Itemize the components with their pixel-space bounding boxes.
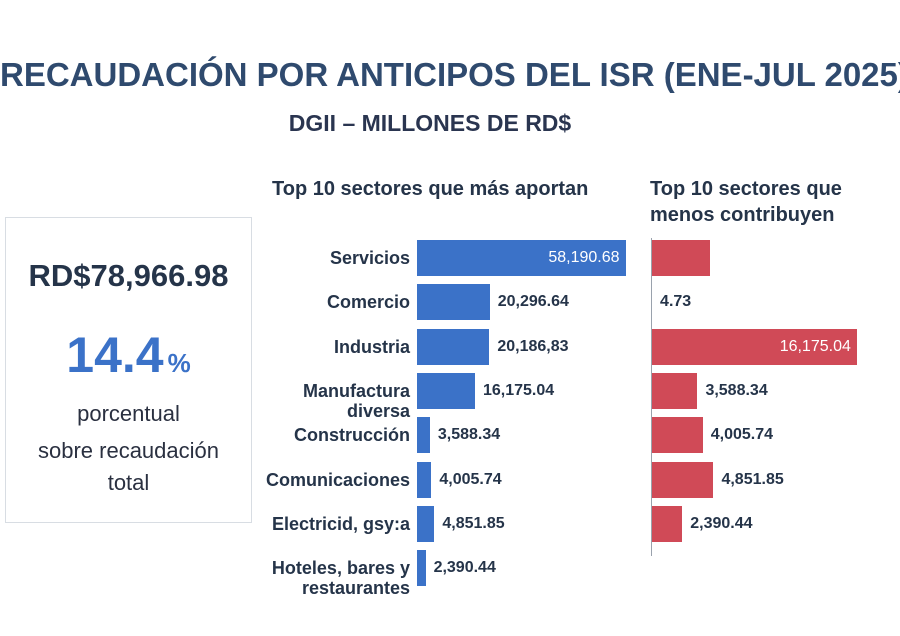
category-label: Hoteles, bares y restaurantes <box>271 558 410 599</box>
caption: sobre recaudación <box>37 438 219 463</box>
bar <box>652 372 698 409</box>
bar <box>652 417 703 454</box>
bar <box>417 417 430 454</box>
value-label: 4,851.85 <box>721 470 784 488</box>
bar <box>652 328 857 365</box>
chart-title: Top 10 sectores que menos contribuyen <box>650 178 842 226</box>
bar <box>417 372 475 409</box>
value-label: 4,005.74 <box>439 470 502 488</box>
kpi-percent: 14.4% <box>6 326 251 384</box>
bar <box>417 505 435 542</box>
caption: total <box>107 470 150 495</box>
kpi-total: RD$78,966.98 <box>28 258 229 293</box>
value-label: 3,588.34 <box>437 426 501 444</box>
value-label: 2,390.44 <box>433 559 496 577</box>
value-label: 3,588.34 <box>705 381 768 399</box>
bar <box>652 505 683 542</box>
category-label: Servicios <box>329 248 410 268</box>
category-label: Comercio <box>326 292 410 313</box>
caption: porcentual <box>77 401 180 426</box>
kpi-panel: RD$78,966.98 14.4% porcentual sobre reca… <box>5 217 252 523</box>
value-label: 20,186,83 <box>497 337 569 355</box>
bar <box>417 240 626 276</box>
title: RECAUDACIÓN POR ANTICIPOS DEL ISR (ENE-J… <box>0 56 900 93</box>
bar <box>652 240 711 276</box>
subtitle: DGII – MILLONES DE RD$ <box>288 110 572 136</box>
value-label: 16,175.04 <box>779 337 851 355</box>
axis-line <box>651 238 652 556</box>
category-label: Electricid, gsy:a <box>271 513 410 534</box>
bar <box>652 461 714 498</box>
bar <box>417 550 426 587</box>
chart-title: Top 10 sectores que más aportan <box>272 178 589 200</box>
percent-value: 14.4 <box>66 327 164 383</box>
value-label: 4,851.85 <box>442 514 505 532</box>
value-label: 4,005.74 <box>710 426 774 444</box>
bar <box>417 328 490 365</box>
bar <box>417 284 490 321</box>
value-label: 4.73 <box>660 293 692 311</box>
value-label: 16,175.04 <box>482 381 555 399</box>
bar <box>417 461 432 498</box>
percent-unit: % <box>167 348 191 378</box>
value-label: 20,296.64 <box>497 293 569 311</box>
category-label: Manufactura diversa <box>302 380 410 421</box>
category-label: Industria <box>333 336 410 357</box>
value-label: 58,190.68 <box>548 249 620 266</box>
value-label: 2,390.44 <box>690 514 753 532</box>
category-label: Comunicaciones <box>265 469 410 490</box>
category-label: Construcción <box>293 425 410 446</box>
